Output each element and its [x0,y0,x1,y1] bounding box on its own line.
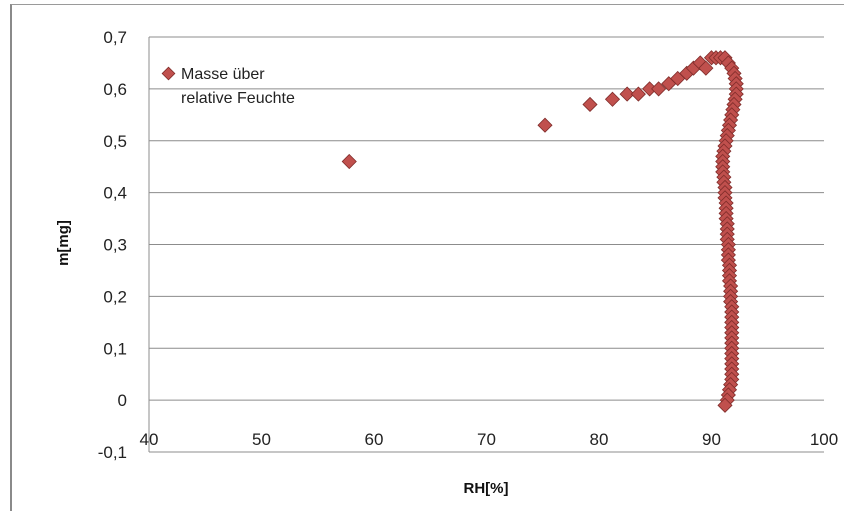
x-tick-label: 70 [477,430,496,449]
x-tick-label: 50 [252,430,271,449]
legend: Masse über relative Feuchte [161,66,295,107]
data-point [604,91,621,107]
x-tick-label: 100 [810,430,838,449]
data-point [630,86,646,102]
axes [148,37,824,453]
scatter-chart: -0,1 0 0,1 0,2 0,3 0,4 0,5 0,6 0,7 40 50 60 70 80 90 1… [55,28,839,497]
gridlines [149,36,824,401]
y-tick-label: 0,4 [103,184,127,203]
legend-line-2: relative Feuchte [181,90,295,107]
y-tick-label: 0 [118,391,127,410]
legend-line-1: Masse über [181,66,265,83]
legend-marker [161,66,176,81]
y-tick-label: 0,6 [103,80,127,99]
chart-frame: -0,1 0 0,1 0,2 0,3 0,4 0,5 0,6 0,7 40 50 60 70 80 90 1… [10,4,844,511]
x-tick-label: 90 [702,430,721,449]
data-point [582,96,598,113]
data-point [341,153,357,170]
data-point [651,81,667,97]
data-point [698,60,714,76]
y-tick-label: 0,7 [103,28,127,47]
x-tick-label: 60 [365,430,384,449]
x-tick-labels: 40 50 60 70 80 90 100 [140,430,839,449]
y-tick-label: 0,5 [103,132,127,151]
data-point [717,397,733,413]
y-tick-label: 0,3 [103,236,127,255]
x-tick-label: 80 [590,430,609,449]
y-tick-label: 0,2 [103,287,127,306]
y-tick-labels: -0,1 0 0,1 0,2 0,3 0,4 0,5 0,6 0,7 [98,28,127,462]
data-points [341,50,744,413]
x-axis-title: RH[%] [464,480,509,497]
x-tick-label: 40 [140,430,159,449]
data-point [619,86,635,102]
y-tick-label: -0,1 [98,443,127,462]
data-point [537,117,553,133]
y-tick-label: 0,1 [103,339,127,358]
y-axis-title: m[mg] [55,220,72,266]
